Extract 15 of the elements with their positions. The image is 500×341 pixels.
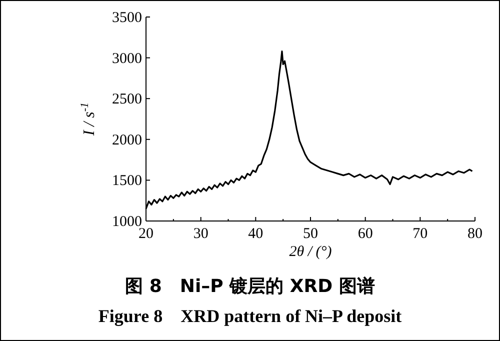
x-tick-label: 30 (193, 226, 208, 242)
x-tick-label: 70 (412, 226, 428, 242)
x-tick-label: 40 (248, 226, 264, 242)
x-tick-label: 80 (468, 226, 482, 242)
x-tick-label: 20 (138, 226, 154, 242)
x-tick-label: 60 (358, 226, 373, 242)
text: Figure 8 XRD pattern of Ni–P deposit (98, 306, 402, 326)
y-tick-label: 3000 (112, 50, 142, 67)
y-tick-label: 1500 (112, 173, 142, 190)
y-tick-label: 2000 (112, 132, 142, 148)
y-tick-label: 3500 (112, 10, 142, 26)
x-tick-label: 50 (303, 226, 318, 242)
y-tick-label: 2500 (112, 92, 142, 108)
x-axis-title: 2θ / (°) (289, 244, 332, 260)
text: 图 8 Ni–P 镀层的 XRD 图谱 (125, 276, 375, 297)
